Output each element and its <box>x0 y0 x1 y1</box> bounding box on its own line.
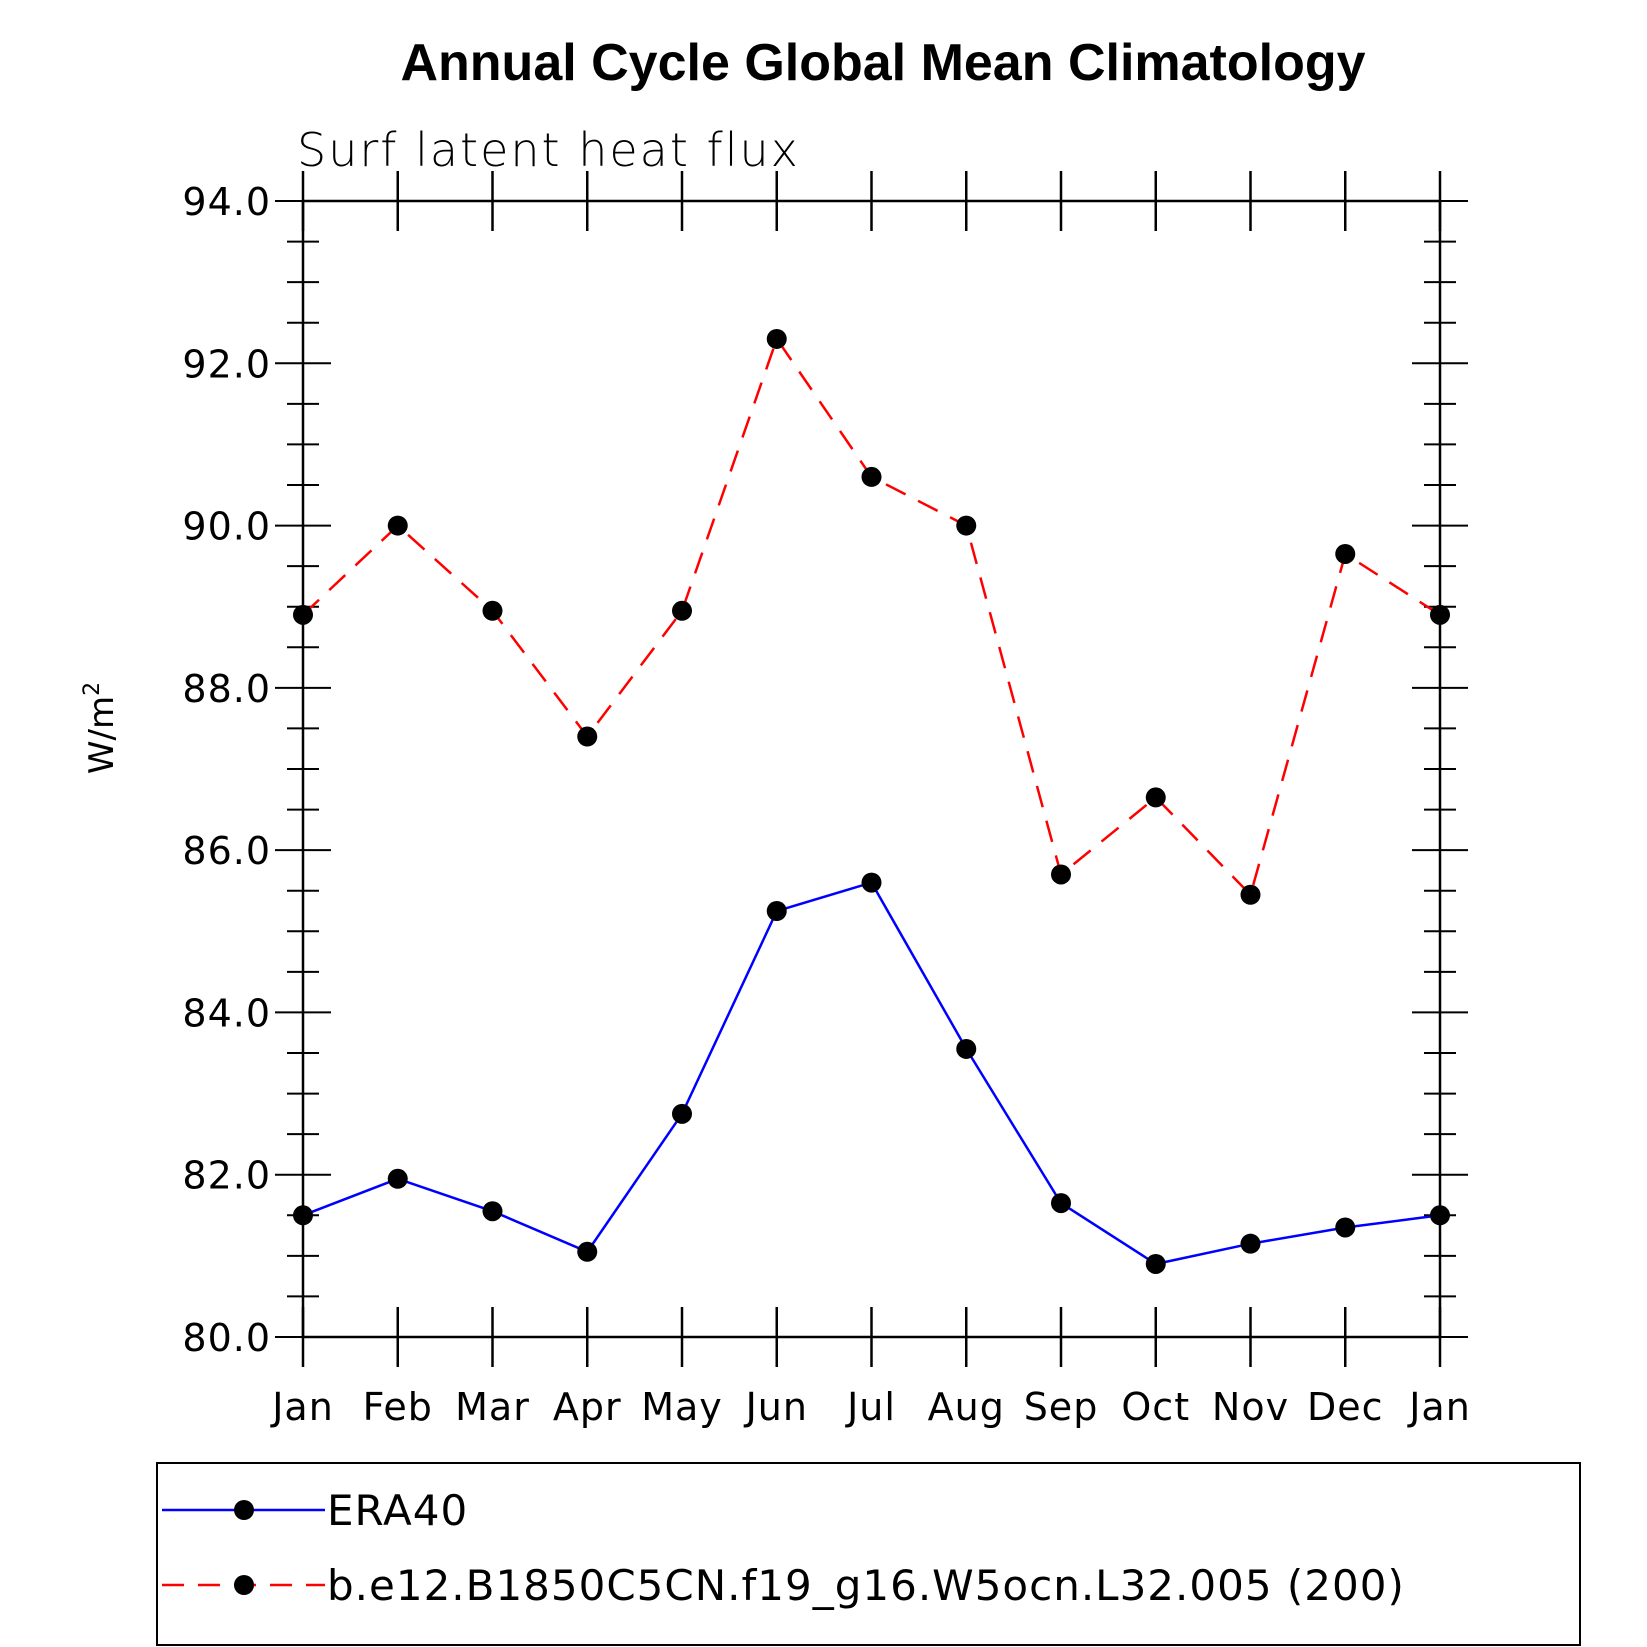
y-tick-label: 84.0 <box>182 991 271 1035</box>
series-line <box>302 336 1441 898</box>
data-point <box>387 1168 408 1189</box>
y-tick-label: 80.0 <box>182 1316 271 1360</box>
data-point <box>577 726 598 747</box>
x-tick-label: Oct <box>1121 1385 1190 1429</box>
data-point <box>1335 1217 1356 1238</box>
x-tick-label: Mar <box>455 1385 530 1429</box>
data-point <box>1051 864 1071 885</box>
chart-subtitle: Surf latent heat flux <box>297 123 800 177</box>
series-line <box>302 881 1441 1266</box>
series-layer <box>293 328 1450 1274</box>
chart-title: Annual Cycle Global Mean Climatology <box>400 34 1365 92</box>
legend-label: b.e12.B1850C5CN.f19_g16.W5ocn.L32.005 (2… <box>327 1561 1405 1610</box>
data-point <box>1430 1205 1450 1226</box>
x-tick-label: Jan <box>270 1385 334 1429</box>
plot-axes: Jan Feb Mar Apr May Jun Jul Aug Sep Oct Nov Dec Jan 8… <box>182 171 1470 1429</box>
legend-marker <box>234 1575 254 1595</box>
data-point <box>672 600 692 621</box>
x-tick-label: Feb <box>363 1385 433 1429</box>
y-tick-label: 92.0 <box>182 342 271 386</box>
y-axis-label-text: W/m <box>82 696 122 774</box>
data-point <box>1051 1193 1071 1214</box>
data-point <box>1430 604 1450 625</box>
legend: ERA40 b.e12.B1850C5CN.f19_g16.W5ocn.L32.0… <box>156 1462 1581 1646</box>
data-point <box>1240 884 1261 905</box>
data-point <box>293 1205 313 1226</box>
data-point <box>293 604 313 625</box>
legend-box <box>156 1462 1581 1646</box>
plot-frame <box>301 199 1442 1339</box>
legend-marker <box>234 1500 254 1520</box>
x-tick-label: Dec <box>1307 1385 1384 1429</box>
y-axis-label: W/m2 <box>80 682 122 774</box>
data-point <box>387 515 408 536</box>
y-axis-label-superscript: 2 <box>80 682 105 696</box>
data-point <box>577 1241 598 1262</box>
x-tick-label: May <box>641 1385 723 1429</box>
data-point <box>766 901 787 921</box>
y-tick-label: 90.0 <box>182 505 271 549</box>
legend-label: ERA40 <box>327 1486 468 1535</box>
data-point <box>1145 787 1166 808</box>
data-point <box>956 1038 977 1059</box>
x-tick-label: Apr <box>553 1385 622 1429</box>
data-point <box>956 515 977 536</box>
data-point <box>766 328 787 349</box>
x-tick-label: Jul <box>845 1385 896 1429</box>
y-tick-label: 94.0 <box>182 180 271 224</box>
data-point <box>482 1201 503 1222</box>
x-tick-label: Jun <box>744 1385 808 1429</box>
data-point <box>861 872 882 893</box>
x-tick-label: Sep <box>1024 1385 1099 1429</box>
x-tick-label: Jan <box>1407 1385 1471 1429</box>
data-point <box>1145 1253 1166 1274</box>
data-point <box>672 1103 692 1124</box>
data-point <box>861 466 882 487</box>
y-tick-label: 88.0 <box>182 667 271 711</box>
x-tick-label: Nov <box>1212 1385 1289 1429</box>
data-point <box>1240 1233 1261 1254</box>
data-point <box>1335 543 1356 564</box>
x-tick-label: Aug <box>928 1385 1005 1429</box>
y-tick-label: 82.0 <box>182 1154 271 1198</box>
y-tick-label: 86.0 <box>182 829 271 873</box>
data-point <box>482 600 503 621</box>
